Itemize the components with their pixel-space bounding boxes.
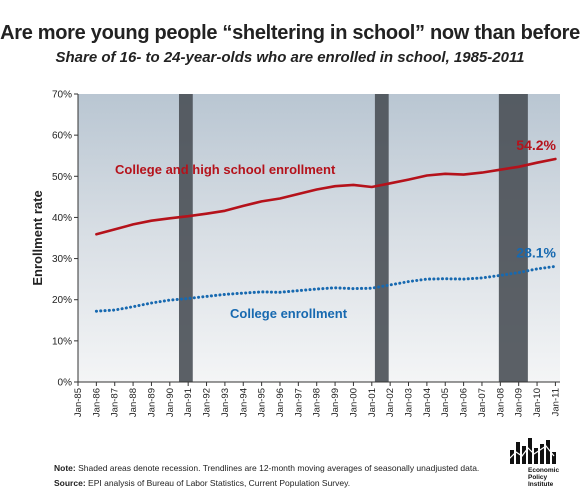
x-tick-label: Jan-02	[385, 388, 396, 417]
x-tick-label: Jan-06	[459, 388, 470, 417]
note-text: Shaded areas denote recession. Trendline…	[78, 463, 480, 473]
y-tick-label: 50%	[52, 172, 72, 183]
x-tick-label: Jan-01	[367, 388, 378, 417]
x-tick-label: Jan-87	[110, 388, 121, 417]
x-tick-label: Jan-03	[404, 388, 415, 417]
recession-band	[374, 94, 389, 382]
y-tick-label: 30%	[52, 254, 72, 265]
series-name-label: College and high school enrollment	[115, 162, 336, 177]
chart-notes: Note: Shaded areas denote recession. Tre…	[54, 461, 479, 491]
series-line-college	[94, 264, 557, 313]
x-tick-label: Jan-86	[91, 388, 102, 417]
x-tick-label: Jan-90	[165, 388, 176, 417]
x-tick-label: Jan-07	[477, 388, 488, 417]
y-tick-label: 40%	[52, 213, 72, 224]
x-tick-label: Jan-09	[514, 388, 525, 417]
source-line: Source: EPI analysis of Bureau of Labor …	[54, 476, 479, 491]
x-tick-label: Jan-88	[128, 388, 139, 417]
series-end-value-label: 54.2%	[516, 137, 556, 153]
x-tick-label: Jan-97	[293, 388, 304, 417]
y-tick-label: 60%	[52, 131, 72, 142]
y-tick-label: 70%	[52, 90, 72, 101]
x-tick-label: Jan-89	[146, 388, 157, 417]
x-tick-label: Jan-94	[238, 388, 249, 417]
y-tick-label: 20%	[52, 295, 72, 306]
x-tick-label: Jan-85	[73, 388, 84, 417]
series-lines	[94, 157, 557, 313]
series-name-label: College enrollment	[230, 306, 348, 321]
x-tick-label: Jan-04	[422, 388, 433, 417]
recession-band	[498, 94, 528, 382]
source-text: EPI analysis of Bureau of Labor Statisti…	[88, 478, 351, 488]
x-tick-label: Jan-08	[495, 388, 506, 417]
series-end-value-label: 28.1%	[516, 244, 556, 260]
x-tick-label: Jan-99	[330, 388, 341, 417]
chart-title: Are more young people “sheltering in sch…	[0, 22, 580, 44]
y-axis-label: Enrollment rate	[30, 190, 45, 285]
recession-band	[178, 94, 193, 382]
logo-line: Institute	[528, 481, 554, 488]
x-tick-label: Jan-00	[348, 388, 359, 417]
x-tick-label: Jan-98	[312, 388, 323, 417]
axes: 0% 10% 20% 30% 40% 50% 60% 70% Jan-85 Jan-86 Jan-8…	[30, 90, 561, 418]
y-tick-label: 10%	[52, 336, 72, 347]
series-labels: College and high school enrollment 54.2% C…	[115, 137, 557, 321]
x-tick-label: Jan-11	[550, 388, 561, 416]
note-line: Note: Shaded areas denote recession. Tre…	[54, 461, 479, 476]
logo-line: Policy	[528, 474, 548, 481]
logo-line: Economic	[528, 467, 560, 474]
epi-logo	[507, 438, 556, 464]
source-label: Source:	[54, 478, 86, 488]
note-label: Note:	[54, 463, 76, 473]
x-tick-label: Jan-92	[202, 388, 213, 417]
logo-text: Economic Policy Institute	[528, 467, 559, 488]
x-tick-label: Jan-91	[183, 388, 194, 417]
x-tick-label: Jan-93	[220, 388, 231, 417]
x-tick-label: Jan-10	[532, 388, 543, 417]
x-tick-label: Jan-95	[257, 388, 268, 417]
y-tick-label: 0%	[58, 378, 73, 389]
x-tick-label: Jan-96	[275, 388, 286, 417]
series-line-college-and-high-school	[95, 157, 557, 236]
x-tick-label: Jan-05	[440, 388, 451, 417]
chart-subtitle: Share of 16- to 24-year-olds who are enr…	[55, 49, 525, 66]
plot-background	[78, 94, 560, 382]
plot-area	[78, 94, 560, 382]
recession-bands	[178, 94, 528, 382]
